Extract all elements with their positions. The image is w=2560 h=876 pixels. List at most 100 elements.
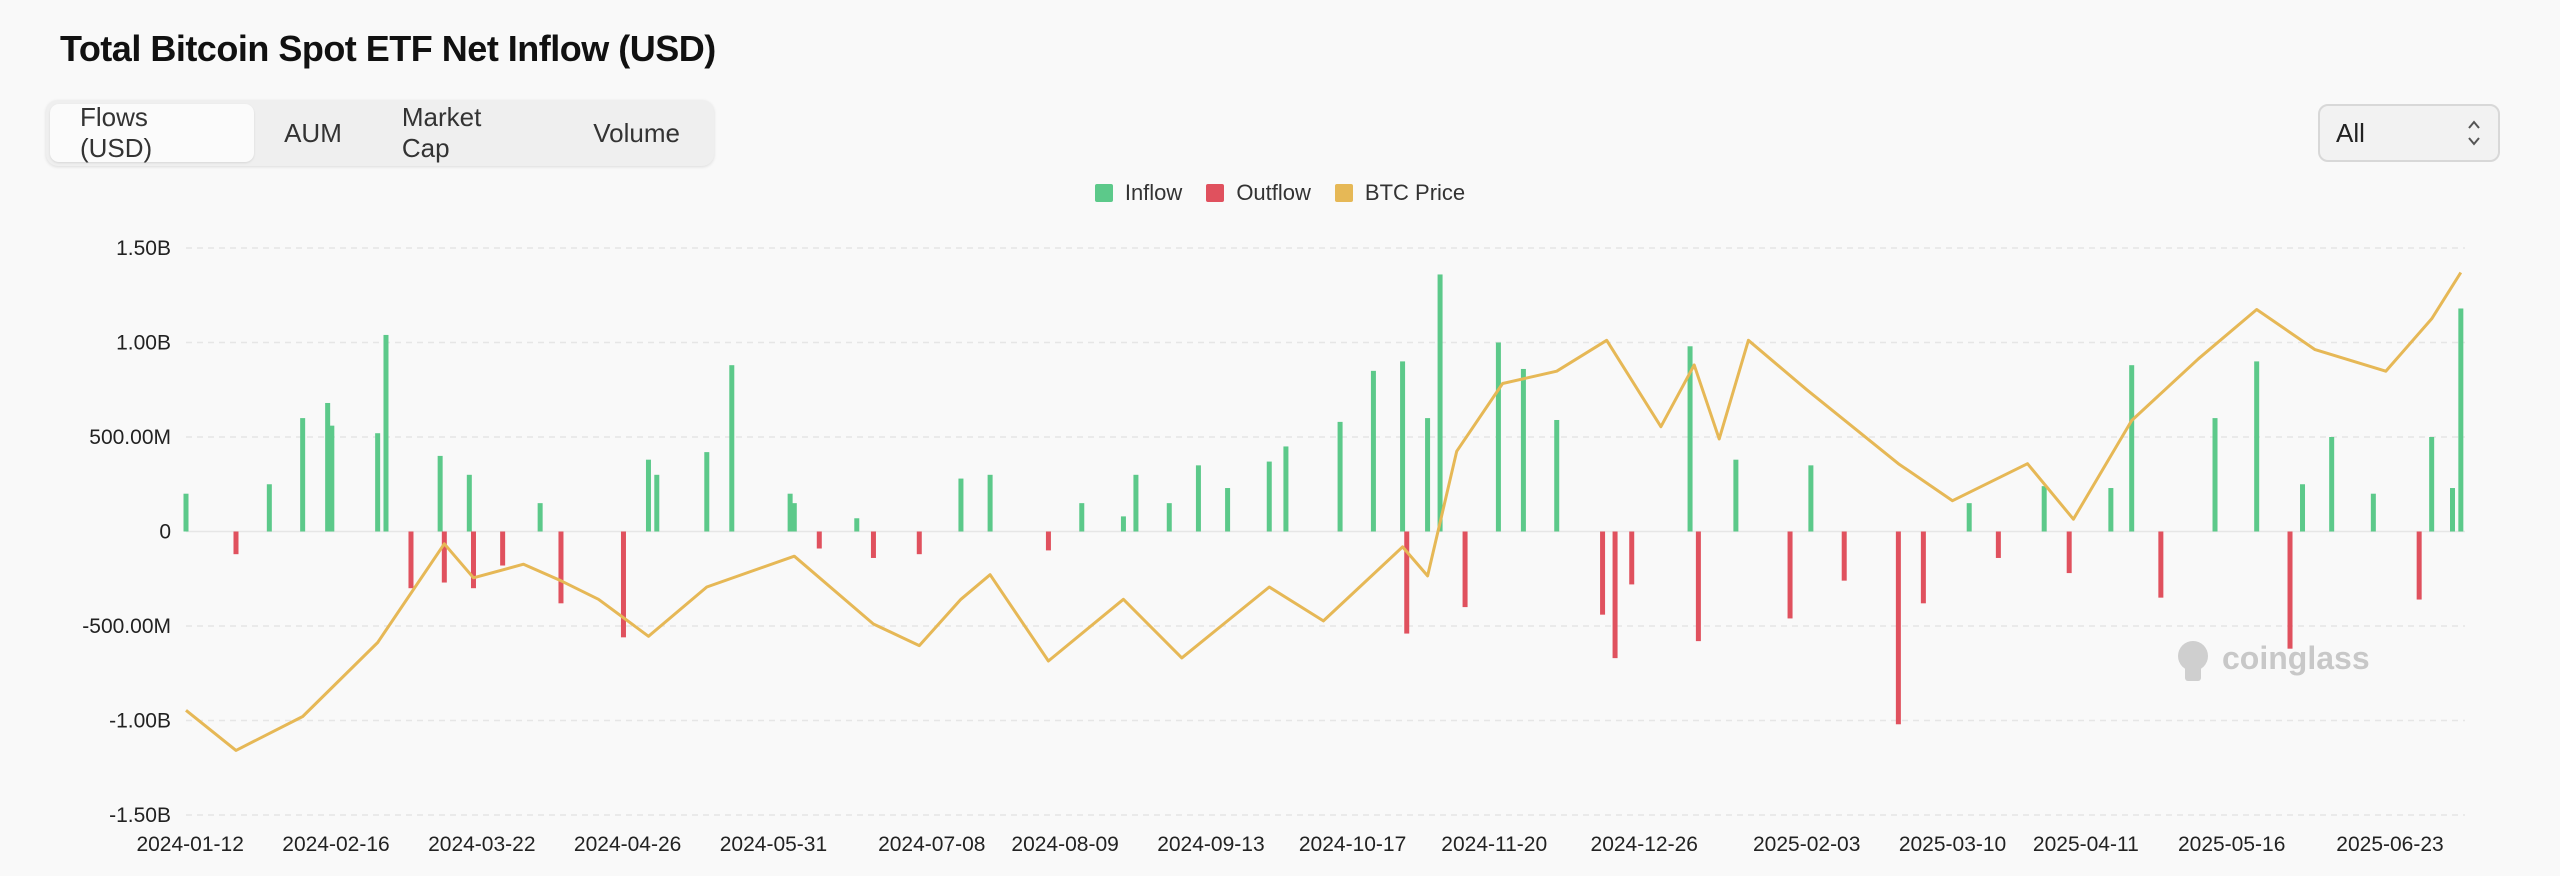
inflow-bar[interactable] xyxy=(1283,446,1289,532)
range-select-value: All xyxy=(2336,117,2365,148)
outflow-bar[interactable] xyxy=(441,531,447,583)
outflow-bar[interactable] xyxy=(1695,531,1701,642)
inflow-bar[interactable] xyxy=(2458,308,2464,532)
inflow-bar[interactable] xyxy=(466,474,472,532)
outflow-bar[interactable] xyxy=(2158,531,2164,598)
x-tick-label: 2024-04-26 xyxy=(574,833,681,856)
inflow-bar[interactable] xyxy=(1370,370,1376,532)
x-tick-label: 2024-02-16 xyxy=(282,833,389,856)
outflow-bar[interactable] xyxy=(1462,531,1468,608)
inflow-bar[interactable] xyxy=(2041,486,2047,532)
y-tick-label: 1.00B xyxy=(116,332,171,355)
watermark-text: coinglass xyxy=(2222,640,2370,676)
outflow-bar[interactable] xyxy=(2287,531,2293,649)
inflow-bar[interactable] xyxy=(1195,465,1201,532)
inflow-bar[interactable] xyxy=(183,493,189,532)
legend-inflow[interactable]: Inflow xyxy=(1094,180,1183,206)
legend-btc-price[interactable]: BTC Price xyxy=(1334,180,1465,206)
inflow-bar[interactable] xyxy=(1120,516,1126,532)
inflow-bar[interactable] xyxy=(383,334,389,532)
outflow-bar[interactable] xyxy=(470,531,476,589)
legend-outflow-label: Outflow xyxy=(1236,180,1311,205)
outflow-bar[interactable] xyxy=(1612,531,1618,659)
y-tick-label: 0 xyxy=(159,521,171,544)
y-tick-label: -1.00B xyxy=(109,710,171,733)
outflow-bar[interactable] xyxy=(1600,531,1606,615)
inflow-bar[interactable] xyxy=(1495,342,1501,532)
inflow-bar[interactable] xyxy=(1520,368,1526,532)
inflow-bar[interactable] xyxy=(437,455,443,532)
inflow-bar[interactable] xyxy=(958,478,964,532)
inflow-bar[interactable] xyxy=(2429,437,2435,532)
inflow-bar[interactable] xyxy=(329,425,335,532)
outflow-bar[interactable] xyxy=(558,531,564,604)
outflow-bar[interactable] xyxy=(1895,531,1901,725)
tab-aum[interactable]: AUM xyxy=(284,117,342,148)
inflow-bar[interactable] xyxy=(1337,421,1343,532)
outflow-bar[interactable] xyxy=(2416,531,2422,600)
inflow-bar[interactable] xyxy=(1687,346,1693,532)
outflow-bar[interactable] xyxy=(1920,531,1926,604)
inflow-bar[interactable] xyxy=(1554,419,1560,532)
legend-outflow[interactable]: Outflow xyxy=(1206,180,1311,206)
tab-market-cap[interactable]: Market Cap xyxy=(401,102,482,163)
inflow-bar[interactable] xyxy=(1166,503,1172,532)
inflow-bar[interactable] xyxy=(987,474,993,532)
inflow-bar[interactable] xyxy=(1266,461,1272,532)
range-select[interactable]: All xyxy=(2318,104,2500,162)
inflow-bar[interactable] xyxy=(2370,493,2376,532)
inflow-bar[interactable] xyxy=(2108,488,2114,532)
inflow-bar[interactable] xyxy=(1425,418,1431,532)
y-tick-label: -500.00M xyxy=(82,615,171,638)
outflow-bar[interactable] xyxy=(816,531,822,549)
inflow-bar[interactable] xyxy=(704,452,710,532)
outflow-bar[interactable] xyxy=(870,531,876,558)
y-tick-label: 500.00M xyxy=(89,426,171,449)
outflow-bar[interactable] xyxy=(233,531,239,555)
tab-flows[interactable]: Flows (USD) xyxy=(50,102,255,163)
inflow-bar[interactable] xyxy=(854,518,860,532)
x-tick-label: 2025-06-23 xyxy=(2336,833,2443,856)
inflow-bar[interactable] xyxy=(266,484,272,532)
inflow-bar[interactable] xyxy=(791,503,797,532)
outflow-bar[interactable] xyxy=(408,531,414,589)
inflow-bar[interactable] xyxy=(2254,361,2260,532)
outflow-bar[interactable] xyxy=(1629,531,1635,585)
chevron-up-down-icon xyxy=(2468,120,2480,146)
inflow-bar[interactable] xyxy=(2300,484,2306,532)
outflow-bar[interactable] xyxy=(1404,531,1410,634)
inflow-bar[interactable] xyxy=(375,433,381,532)
inflow-bar[interactable] xyxy=(2129,365,2135,532)
outflow-bar[interactable] xyxy=(620,531,626,638)
inflow-bar[interactable] xyxy=(1133,474,1139,532)
inflow-bar[interactable] xyxy=(1733,459,1739,532)
coinglass-logo-icon xyxy=(2178,641,2208,671)
legend-inflow-label: Inflow xyxy=(1124,180,1183,205)
inflow-bar[interactable] xyxy=(1079,503,1085,532)
inflow-bar[interactable] xyxy=(654,474,660,532)
outflow-bar[interactable] xyxy=(1995,531,2001,558)
outflow-bar[interactable] xyxy=(1045,531,1051,551)
inflow-bar[interactable] xyxy=(300,418,306,532)
inflow-bar[interactable] xyxy=(729,365,735,532)
inflow-bar[interactable] xyxy=(2212,418,2218,532)
inflow-bar[interactable] xyxy=(1808,465,1814,532)
outflow-bar[interactable] xyxy=(500,531,506,566)
inflow-bar[interactable] xyxy=(2450,488,2456,532)
inflow-bar[interactable] xyxy=(325,402,331,532)
outflow-bar[interactable] xyxy=(2066,531,2072,574)
tab-volume[interactable]: Volume xyxy=(593,117,680,148)
outflow-bar[interactable] xyxy=(1787,531,1793,619)
legend-inflow-swatch xyxy=(1094,184,1113,202)
inflow-bar[interactable] xyxy=(1437,274,1443,532)
outflow-bar[interactable] xyxy=(916,531,922,555)
inflow-bar[interactable] xyxy=(1225,488,1231,532)
inflow-bar[interactable] xyxy=(787,493,793,532)
btc-price-line[interactable] xyxy=(185,271,2463,752)
inflow-bar[interactable] xyxy=(2329,437,2335,532)
inflow-bar[interactable] xyxy=(1966,503,1972,532)
inflow-bar[interactable] xyxy=(645,459,651,532)
outflow-bar[interactable] xyxy=(1841,531,1847,581)
inflow-bar[interactable] xyxy=(1400,361,1406,532)
inflow-bar[interactable] xyxy=(537,503,543,532)
